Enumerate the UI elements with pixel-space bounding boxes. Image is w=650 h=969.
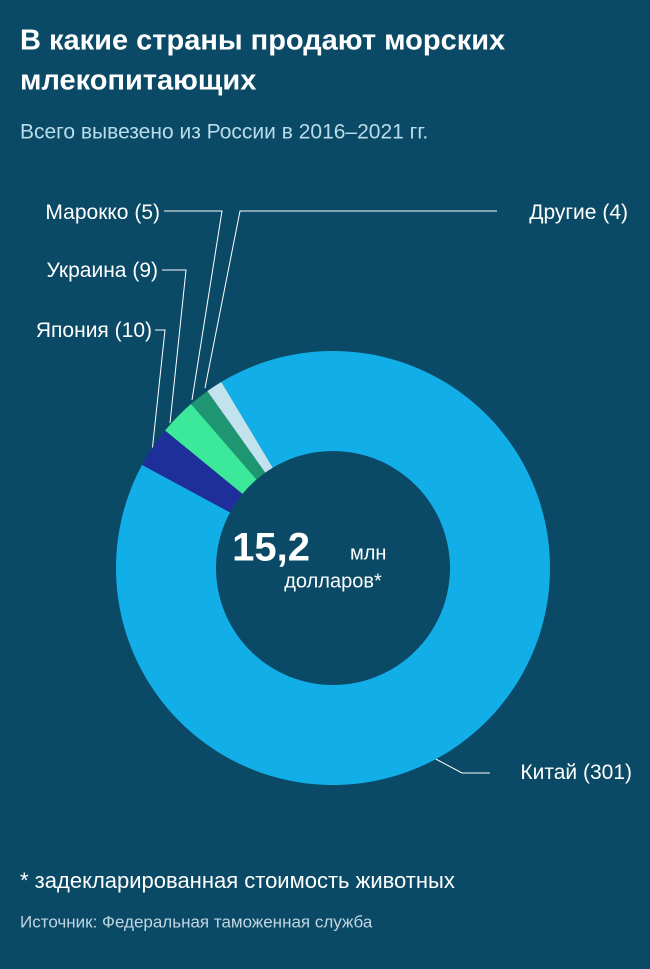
category-name: Украина — [47, 259, 127, 282]
center-unit: млн — [350, 542, 386, 564]
chart-title: млекопитающих — [20, 65, 256, 97]
leader-line — [431, 756, 490, 774]
leader-line — [162, 269, 187, 424]
footnote: * задекларированная стоимость животных — [20, 868, 455, 893]
center-text: долларов* — [284, 570, 382, 592]
subtitle: Всего вывезено из России в 2016–2021 гг. — [20, 121, 428, 144]
value-label: (301) — [583, 761, 632, 784]
value-label: (4) — [602, 201, 628, 224]
category-name: Китай — [520, 761, 577, 784]
chart-title: В какие страны продают морских — [20, 25, 505, 57]
source: Источник: Федеральная таможенная служба — [20, 912, 373, 931]
slice — [115, 351, 550, 785]
value-label: (5) — [134, 201, 160, 224]
slice-label: Марокко (5) — [45, 201, 160, 224]
slice-label: Другие (4) — [529, 201, 628, 224]
category-name: Другие — [529, 201, 596, 224]
value-label: (10) — [115, 319, 152, 342]
leader-line — [151, 329, 166, 453]
leader-line — [204, 210, 497, 389]
slice — [191, 391, 266, 480]
leader-lines — [151, 210, 497, 774]
slice-label: Китай (301) — [520, 761, 632, 784]
category-name: Япония — [36, 319, 109, 342]
slice — [142, 430, 243, 513]
slice — [165, 403, 257, 494]
center-value: 15,2 — [232, 526, 310, 570]
slice — [207, 381, 273, 473]
value-label: (9) — [132, 259, 158, 282]
category-name: Марокко — [45, 201, 128, 224]
slice-label: Япония (10) — [36, 319, 152, 342]
slice-label: Украина (9) — [47, 259, 158, 282]
donut — [115, 351, 550, 785]
leader-line — [164, 210, 223, 401]
